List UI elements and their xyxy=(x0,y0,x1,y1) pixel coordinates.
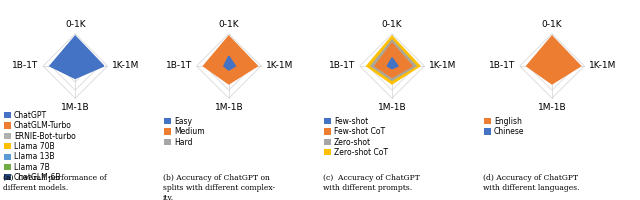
Polygon shape xyxy=(72,62,78,67)
Text: 1M-1B: 1M-1B xyxy=(538,103,566,112)
Text: 1M-1B: 1M-1B xyxy=(378,103,406,112)
Text: 0-1K: 0-1K xyxy=(381,20,403,29)
Polygon shape xyxy=(371,40,416,80)
Text: (b) Accuracy of ChatGPT on
splits with different complex-
ity.: (b) Accuracy of ChatGPT on splits with d… xyxy=(163,174,275,200)
Polygon shape xyxy=(527,36,580,84)
Text: (a)  Overall performance of
different models.: (a) Overall performance of different mod… xyxy=(3,174,107,192)
Polygon shape xyxy=(71,60,80,68)
Text: 1M-1B: 1M-1B xyxy=(61,103,90,112)
Text: 1K-1M: 1K-1M xyxy=(429,62,456,71)
Polygon shape xyxy=(532,42,574,78)
Text: 1B-1T: 1B-1T xyxy=(489,62,515,71)
Text: 1M-1B: 1M-1B xyxy=(214,103,243,112)
Polygon shape xyxy=(224,56,236,70)
Polygon shape xyxy=(367,36,420,84)
Polygon shape xyxy=(375,43,412,77)
Text: (c)  Accuracy of ChatGPT
with different prompts.: (c) Accuracy of ChatGPT with different p… xyxy=(323,174,420,192)
Text: 0-1K: 0-1K xyxy=(65,20,86,29)
Text: 1B-1T: 1B-1T xyxy=(12,62,38,71)
Text: 1K-1M: 1K-1M xyxy=(589,62,616,71)
Polygon shape xyxy=(204,36,257,84)
Legend: Easy, Medium, Hard: Easy, Medium, Hard xyxy=(163,116,205,147)
Legend: ChatGPT, ChatGLM-Turbo, ERNIE-Bot-turbo, Llama 70B, Llama 13B, Llama 7B, ChatGLM: ChatGPT, ChatGLM-Turbo, ERNIE-Bot-turbo,… xyxy=(3,110,76,183)
Text: 1B-1T: 1B-1T xyxy=(329,62,355,71)
Text: 0-1K: 0-1K xyxy=(541,20,563,29)
Polygon shape xyxy=(69,57,83,69)
Polygon shape xyxy=(52,38,102,77)
Legend: Few-shot, Few-shot CoT, Zero-shot, Zero-shot CoT: Few-shot, Few-shot CoT, Zero-shot, Zero-… xyxy=(323,116,388,158)
Polygon shape xyxy=(54,40,100,76)
Text: 1B-1T: 1B-1T xyxy=(166,62,192,71)
Legend: English, Chinese: English, Chinese xyxy=(483,116,525,137)
Polygon shape xyxy=(67,54,86,70)
Text: 0-1K: 0-1K xyxy=(218,20,239,29)
Text: 1K-1M: 1K-1M xyxy=(266,62,293,71)
Polygon shape xyxy=(209,41,252,80)
Text: (d) Accuracy of ChatGPT
with different languages.: (d) Accuracy of ChatGPT with different l… xyxy=(483,174,580,192)
Polygon shape xyxy=(387,58,398,69)
Polygon shape xyxy=(50,36,104,78)
Text: 1K-1M: 1K-1M xyxy=(112,62,140,71)
